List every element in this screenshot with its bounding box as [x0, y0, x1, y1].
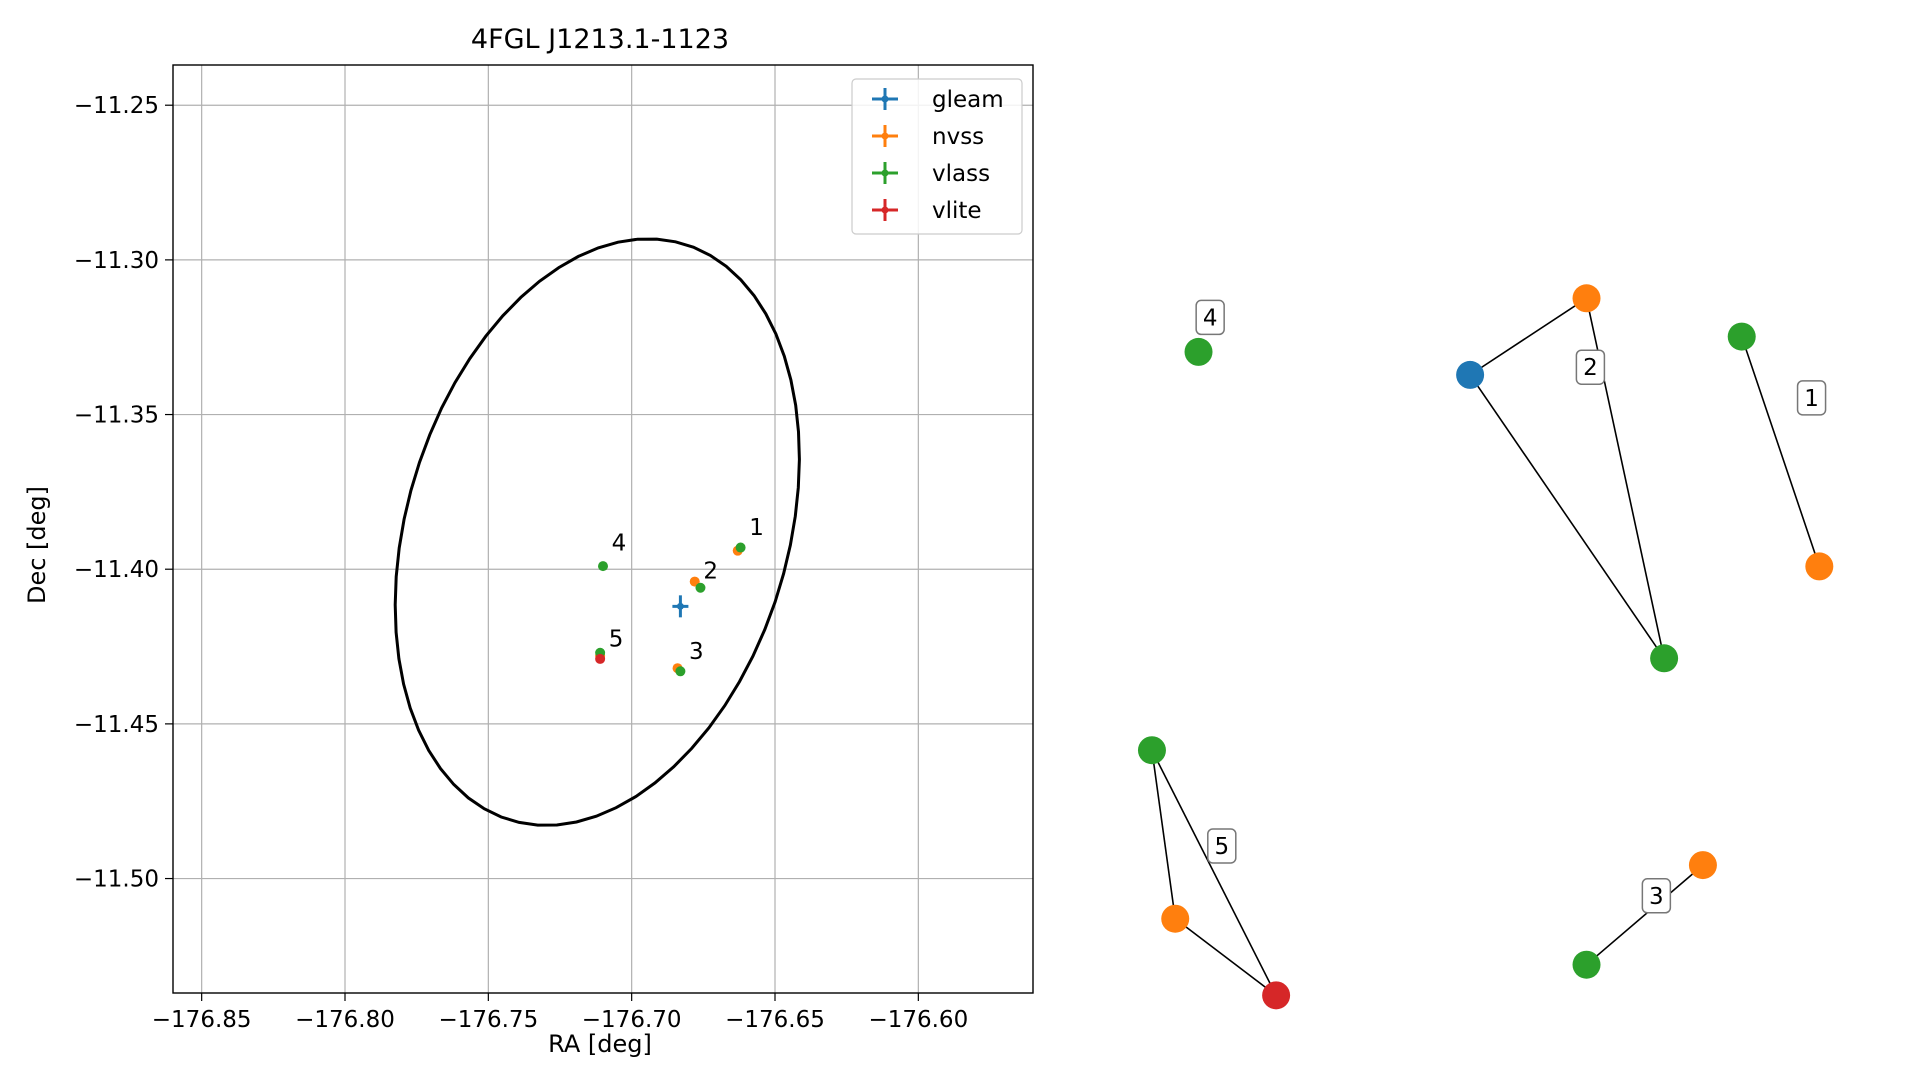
association-network: 4 2 1 5 3 — [1137, 284, 1834, 1010]
group-label: 3 — [1649, 884, 1664, 910]
x-tick-label: −176.65 — [725, 1007, 825, 1033]
y-tick-label: −11.25 — [74, 93, 159, 119]
y-tick-label: −11.50 — [74, 867, 159, 893]
legend-label-vlass: vlass — [932, 161, 990, 187]
point-label: 4 — [612, 531, 627, 557]
source-points — [595, 542, 746, 677]
group-label-box — [1207, 828, 1237, 864]
vlass-point — [695, 582, 706, 593]
confidence-ellipse — [393, 237, 801, 827]
network-node — [1572, 950, 1601, 979]
group-label: 1 — [1804, 386, 1819, 412]
vlass-point — [675, 666, 686, 677]
network-nodes — [1137, 284, 1834, 1010]
group-label: 4 — [1203, 305, 1218, 331]
network-edge — [1151, 750, 1177, 919]
legend-label-vlite: vlite — [932, 198, 982, 224]
y-tick-label: −11.30 — [74, 248, 159, 274]
vlass-point — [598, 561, 608, 572]
network-node — [1456, 360, 1485, 389]
legend-label-nvss: nvss — [932, 124, 984, 150]
network-edge — [1469, 297, 1587, 376]
legend-label-gleam: gleam — [932, 87, 1004, 113]
sky-position-chart: 1 2 3 4 5 −176.85 −176.80 −176.75 −176.70 −176.6… — [23, 24, 1034, 1058]
group-label-box — [1796, 380, 1827, 416]
network-node — [1161, 904, 1190, 933]
network-edge — [1585, 864, 1704, 966]
y-axis-label: Dec [deg] — [23, 486, 51, 604]
point-label: 5 — [609, 627, 624, 653]
group-label: 2 — [1583, 355, 1598, 381]
legend-marker-nvss-dot — [881, 132, 889, 140]
vlite-point — [595, 653, 606, 664]
y-tick-label: −11.35 — [74, 403, 159, 429]
network-node — [1262, 981, 1291, 1010]
legend-marker-vlass-dot — [881, 169, 889, 177]
y-axis-ticks: −11.25 −11.30 −11.35 −11.40 −11.45 −11.50 — [74, 93, 173, 893]
x-tick-label: −176.85 — [152, 1007, 252, 1033]
group-label: 5 — [1214, 834, 1229, 860]
x-tick-label: −176.80 — [295, 1007, 395, 1033]
network-node — [1688, 851, 1717, 880]
legend-marker-vlite-dot — [881, 206, 889, 214]
gleam-point — [676, 602, 684, 610]
network-node — [1727, 322, 1756, 351]
group-label-box — [1641, 878, 1672, 914]
network-node — [1184, 337, 1213, 366]
point-label: 1 — [749, 515, 764, 541]
network-node — [1137, 736, 1166, 765]
point-annotations: 1 2 3 4 5 — [609, 515, 764, 665]
point-label: 3 — [689, 639, 704, 665]
y-tick-label: −11.45 — [74, 712, 159, 738]
y-tick-label: −11.40 — [74, 557, 159, 583]
network-edge — [1174, 918, 1277, 996]
chart-title: 4FGL J1213.1-1123 — [471, 24, 729, 55]
network-edge — [1469, 374, 1665, 659]
legend-box — [851, 78, 1023, 235]
point-label: 2 — [703, 558, 718, 584]
network-node — [1572, 284, 1601, 313]
network-node — [1805, 552, 1834, 581]
x-tick-label: −176.70 — [582, 1007, 682, 1033]
legend-marker-gleam-dot — [881, 95, 889, 103]
x-axis-label: RA [deg] — [548, 1030, 652, 1058]
confidence-ellipse-group — [393, 237, 801, 827]
group-labels: 4 2 1 5 3 — [1195, 299, 1827, 914]
x-tick-label: −176.75 — [438, 1007, 538, 1033]
vlass-point — [735, 542, 746, 553]
network-edge — [1740, 336, 1821, 567]
legend: gleam nvss vlass vlite — [851, 78, 1023, 235]
group-label-box — [1575, 349, 1606, 385]
network-edge — [1151, 749, 1277, 996]
x-tick-label: −176.60 — [868, 1007, 968, 1033]
group-label-box — [1195, 299, 1225, 336]
x-axis-ticks: −176.85 −176.80 −176.75 −176.70 −176.65 −176.… — [152, 993, 968, 1033]
axes-frame — [172, 64, 1034, 994]
network-node — [1650, 644, 1679, 673]
